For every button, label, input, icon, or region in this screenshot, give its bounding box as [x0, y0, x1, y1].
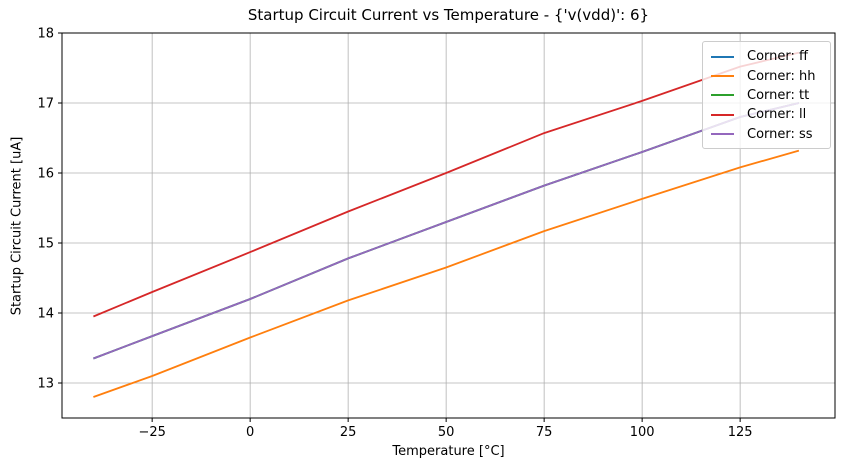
legend-line-sample-ll	[711, 113, 734, 116]
y-tick-label: 14	[37, 307, 54, 322]
legend: Corner: ff Corner: hh Corner: tt Corner: ll…	[702, 41, 831, 149]
y-tick-label: 18	[37, 27, 54, 42]
x-tick-label: 75	[536, 425, 553, 440]
legend-label-ll: Corner: ll	[747, 107, 807, 123]
legend-item-ll: Corner: ll	[703, 105, 830, 124]
legend-item-ss: Corner: ss	[703, 125, 830, 144]
legend-label-hh: Corner: hh	[747, 68, 816, 84]
legend-label-ss: Corner: ss	[747, 126, 813, 142]
x-tick-label: 50	[438, 425, 455, 440]
series-line-hh	[93, 149, 800, 398]
y-axis-label: Startup Circuit Current [uA]	[9, 136, 25, 316]
legend-label-tt: Corner: tt	[747, 87, 810, 103]
x-tick-label: 100	[630, 425, 655, 440]
legend-line-sample-tt	[711, 94, 734, 97]
y-tick-label: 17	[37, 97, 54, 112]
legend-item-tt: Corner: tt	[703, 86, 830, 105]
x-tick-label: 0	[246, 425, 254, 440]
axes-spines	[61, 32, 836, 419]
legend-label-ff: Corner: ff	[747, 49, 808, 65]
y-tick-label: 13	[37, 377, 54, 392]
y-tick-label: 15	[37, 237, 54, 252]
x-tick-label: −25	[138, 425, 165, 440]
x-axis-label: Temperature [°C]	[392, 444, 505, 459]
x-tick-label: 125	[728, 425, 753, 440]
chart-title: Startup Circuit Current vs Temperature -…	[247, 6, 650, 24]
y-tick-label: 16	[37, 167, 54, 182]
legend-item-ff: Corner: ff	[703, 47, 830, 66]
x-tick-label: 25	[340, 425, 357, 440]
legend-line-sample-hh	[711, 75, 734, 78]
legend-item-hh: Corner: hh	[703, 66, 830, 85]
legend-line-sample-ss	[711, 133, 734, 136]
legend-line-sample-ff	[711, 55, 734, 58]
